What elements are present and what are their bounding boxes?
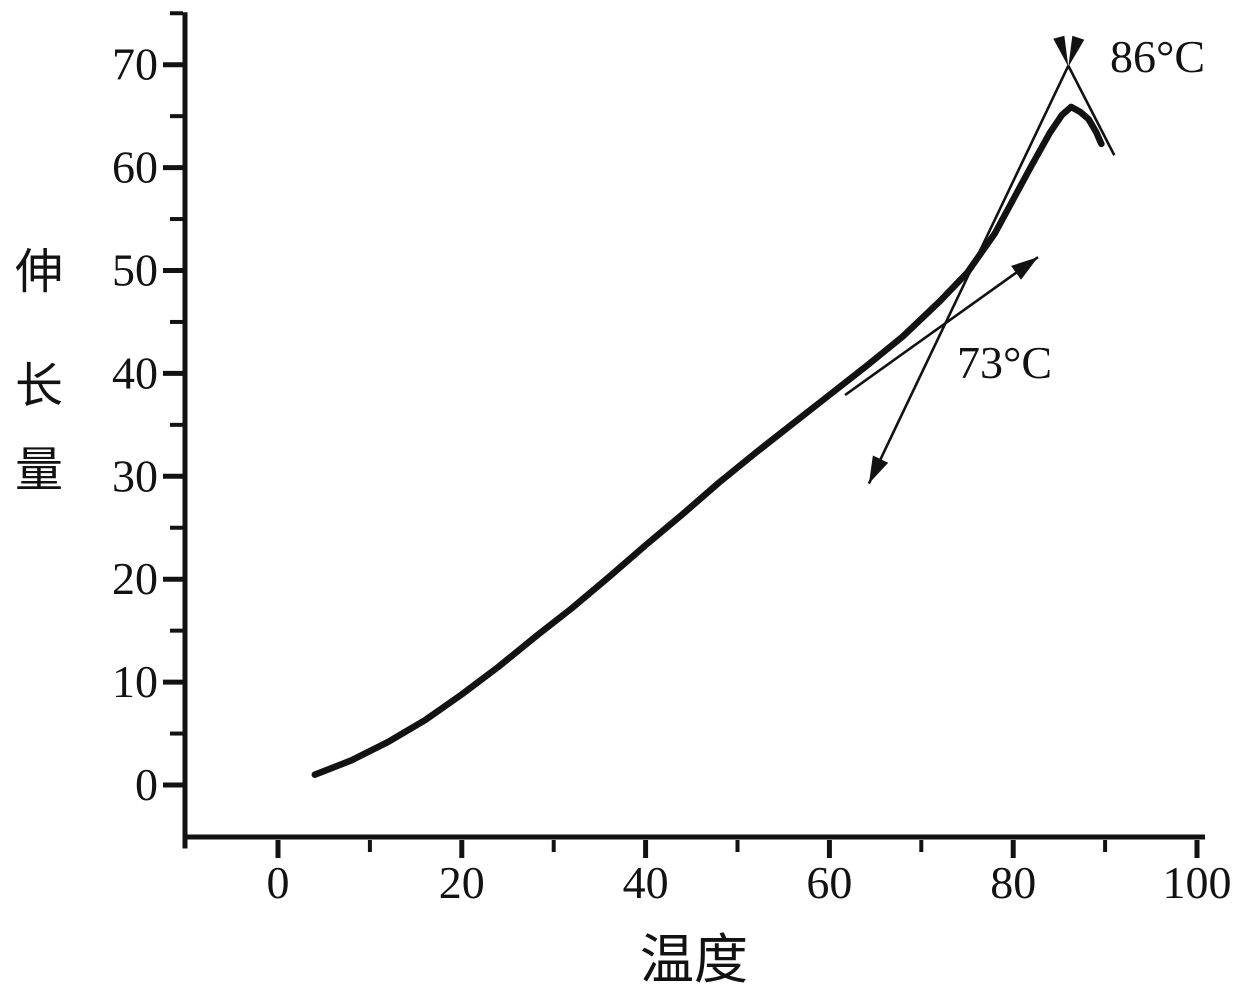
annotation-label-86c: 86°C — [1110, 31, 1205, 82]
intersection-arrowhead-right — [1068, 35, 1085, 67]
y-tick-label: 10 — [112, 656, 158, 707]
x-tick-label: 40 — [623, 857, 669, 908]
generated-chart-layer: 0 10 20 30 40 50 60 70 0 20 40 60 80 100 伸长量 — [15, 11, 1232, 908]
y-axis-title-char: 伸 — [15, 246, 63, 299]
mid-tangent-line — [844, 256, 1039, 397]
elongation-curve — [311, 103, 1105, 778]
x-tick-label: 80 — [990, 857, 1036, 908]
intersection-arrowhead-left — [1053, 35, 1069, 67]
peak-right-tangent — [1067, 65, 1116, 156]
annotation-label-73c: 73°C — [957, 337, 1052, 388]
mid-tangent-line-arrowhead — [1011, 257, 1039, 280]
y-tick-label: 50 — [112, 245, 158, 296]
y-tick-label: 30 — [112, 450, 158, 501]
y-tick-label: 20 — [112, 553, 158, 604]
x-axis-title: 温度 — [640, 930, 748, 990]
x-tick-label: 60 — [806, 857, 852, 908]
steep-tangent-line-arrowhead — [868, 455, 889, 484]
y-tick-label: 0 — [135, 759, 158, 810]
y-tick-label: 40 — [112, 347, 158, 398]
x-tick-label: 20 — [439, 857, 485, 908]
x-tick-label: 0 — [267, 857, 290, 908]
y-tick-label: 60 — [112, 142, 158, 193]
x-tick-label: 100 — [1163, 857, 1232, 908]
y-tick-label: 70 — [112, 39, 158, 90]
y-axis-title-char: 长 — [15, 360, 63, 413]
y-axis-title-char: 量 — [15, 444, 63, 497]
